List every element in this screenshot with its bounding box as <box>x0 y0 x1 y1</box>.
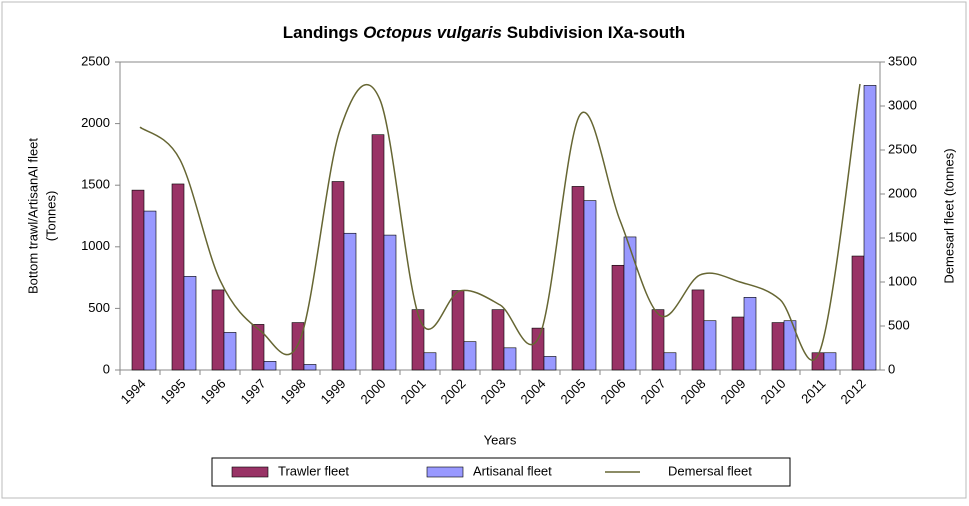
bar <box>583 200 597 371</box>
line <box>139 83 861 361</box>
bar <box>423 352 437 371</box>
y-axis-title: Bottom trawl/ArtisanAl fleet <box>25 138 40 294</box>
bar <box>663 352 677 371</box>
y2-axis-title: Demesarl fleet (tonnes) <box>941 148 956 283</box>
bar <box>263 361 277 371</box>
bar <box>383 234 397 371</box>
bar <box>291 322 305 371</box>
x-axis-title: Years <box>484 432 517 447</box>
bar <box>823 352 837 371</box>
bar <box>531 327 545 371</box>
bar <box>343 232 357 371</box>
bar <box>411 309 425 371</box>
bar <box>211 289 225 371</box>
bar <box>451 290 465 371</box>
y-tick-label: 0 <box>103 361 110 376</box>
bar <box>611 264 625 371</box>
y2-tick-label: 3000 <box>888 97 917 112</box>
y2-tick-label: 1500 <box>888 229 917 244</box>
bar <box>303 364 317 371</box>
legend-label: Demersal fleet <box>668 463 752 478</box>
bar <box>623 236 637 371</box>
title-part: Subdivision IXa-south <box>507 23 686 42</box>
bar <box>743 297 757 371</box>
bar <box>651 309 665 371</box>
bar <box>571 186 585 371</box>
bar <box>691 289 705 371</box>
legend-label: Artisanal fleet <box>473 463 552 478</box>
y2-tick-label: 2000 <box>888 185 917 200</box>
bar <box>783 320 797 371</box>
bar <box>491 309 505 371</box>
bar <box>331 181 345 371</box>
bar <box>131 189 145 371</box>
bar <box>543 356 557 371</box>
title-part: Landings <box>283 23 359 42</box>
y-tick-label: 500 <box>88 300 110 315</box>
bar <box>771 322 785 371</box>
y-axis-title: (Tonnes) <box>43 191 58 242</box>
y2-tick-label: 2500 <box>888 141 917 156</box>
bar <box>851 255 865 371</box>
bar <box>703 320 717 371</box>
bar <box>863 85 877 371</box>
bar <box>463 341 477 371</box>
y-tick-label: 1500 <box>81 177 110 192</box>
bar <box>731 316 745 371</box>
legend-swatch <box>426 466 464 478</box>
bar <box>171 183 185 371</box>
y-tick-label: 1000 <box>81 238 110 253</box>
title-part: Octopus vulgaris <box>363 23 502 42</box>
y2-tick-label: 0 <box>888 361 895 376</box>
bar <box>251 324 265 371</box>
bar <box>143 210 157 371</box>
y2-tick-label: 3500 <box>888 53 917 68</box>
bar <box>183 276 197 371</box>
legend <box>211 457 791 487</box>
bar <box>503 347 517 371</box>
legend-label: Trawler fleet <box>278 463 349 478</box>
bar <box>223 332 237 371</box>
bar <box>371 134 385 371</box>
y-tick-label: 2000 <box>81 115 110 130</box>
y2-tick-label: 1000 <box>888 273 917 288</box>
legend-swatch <box>231 466 269 478</box>
y-tick-label: 2500 <box>81 53 110 68</box>
y2-tick-label: 500 <box>888 317 910 332</box>
chart-title: Landings Octopus vulgaris Subdivision IX… <box>283 23 685 42</box>
